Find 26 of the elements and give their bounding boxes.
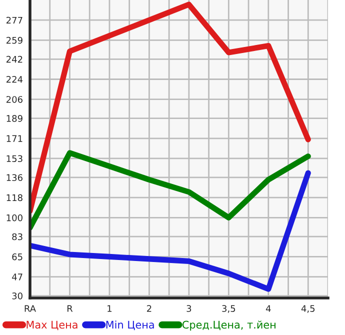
y-tick-label: 189 bbox=[6, 115, 22, 122]
y-tick-label: 153 bbox=[6, 155, 22, 162]
x-tick-label: 1 bbox=[108, 305, 112, 312]
y-tick-label: 171 bbox=[6, 135, 22, 142]
x-tick-label: 3,5 bbox=[222, 305, 236, 313]
x-tick-label: R bbox=[67, 305, 73, 312]
legend-label: Max Цена bbox=[26, 320, 78, 330]
y-tick-label: 30 bbox=[12, 292, 22, 300]
x-tick-label: 3 bbox=[186, 305, 192, 312]
y-tick-label: 47 bbox=[12, 274, 22, 280]
y-tick-label: 224 bbox=[6, 76, 23, 83]
y-tick-label: 118 bbox=[6, 194, 22, 202]
legend-label: Min Цена bbox=[106, 320, 154, 330]
legend-label: Сред.Цена, т.йен bbox=[182, 320, 276, 331]
y-tick-label: 206 bbox=[6, 96, 22, 103]
y-tick-label: 65 bbox=[12, 253, 22, 260]
x-tick-label: 4,5 bbox=[301, 305, 315, 313]
y-tick-label: 277 bbox=[6, 16, 22, 24]
y-tick-label: 259 bbox=[6, 36, 22, 44]
x-tick-label: 4 bbox=[266, 305, 271, 312]
x-tick-label: 2 bbox=[146, 305, 152, 312]
x-tick-label: RA bbox=[24, 305, 36, 312]
y-tick-label: 136 bbox=[6, 174, 22, 182]
y-tick-label: 242 bbox=[6, 56, 22, 63]
y-tick-label: 83 bbox=[12, 233, 22, 240]
y-tick-label: 100 bbox=[6, 214, 22, 222]
